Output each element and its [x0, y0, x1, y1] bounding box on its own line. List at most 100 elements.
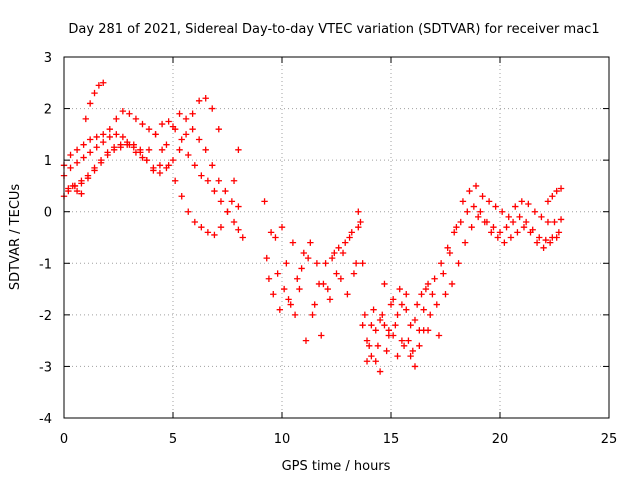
data-point-track-g [407, 321, 414, 329]
data-point-track-h [350, 270, 358, 277]
data-point-track-h [337, 275, 345, 282]
data-point-track-g [505, 213, 512, 221]
data-point-track-b [80, 154, 87, 161]
data-points [60, 79, 565, 375]
data-point-track-d [209, 105, 216, 112]
data-point-track-g [361, 311, 369, 319]
data-point-track-h [553, 234, 560, 241]
data-point-track-g [374, 342, 382, 349]
data-point-track-d [176, 146, 183, 154]
data-point-track-b [204, 177, 212, 184]
data-point-track-e [95, 82, 103, 89]
data-point-track-h [540, 244, 547, 252]
data-point-track-h [520, 223, 528, 231]
data-point-track-f [431, 275, 438, 282]
data-point-track-f [392, 321, 399, 329]
y-tick-label: 1 [44, 154, 52, 169]
data-point-track-g [276, 306, 284, 313]
data-point-track-b [235, 226, 242, 233]
data-point-track-f [333, 270, 340, 277]
x-tick-label: 20 [492, 432, 509, 447]
data-point-track-f [339, 249, 347, 257]
data-point-track-i [420, 306, 427, 313]
data-point-track-g [479, 193, 486, 200]
data-point-track-f [496, 229, 504, 236]
data-point-track-g [427, 311, 434, 319]
data-point-track-g [492, 203, 499, 210]
data-point-track-f [418, 291, 425, 298]
data-point-track-d [189, 110, 196, 117]
data-point-track-g [538, 213, 545, 221]
data-point-track-b [106, 133, 113, 141]
data-point-track-g [551, 218, 558, 226]
data-point-track-g [328, 254, 336, 262]
data-point-track-b [100, 138, 107, 146]
data-point-track-c [189, 126, 196, 133]
data-point-track-g [400, 342, 408, 349]
data-point-track-d [195, 97, 203, 105]
data-point-track-c [228, 198, 236, 205]
data-point-track-h [435, 332, 443, 339]
data-point-track-h [389, 332, 397, 339]
data-point-track-g [283, 260, 290, 267]
data-point-track-g [381, 321, 388, 329]
y-tick-label: -3 [39, 360, 52, 375]
data-point-track-i [394, 352, 401, 360]
y-tick-label: -1 [39, 257, 52, 272]
data-point-track-a [204, 229, 212, 236]
data-point-track-b [113, 131, 120, 138]
data-point-track-g [289, 239, 297, 246]
data-point-track-i [424, 327, 432, 334]
plot-frame [63, 56, 610, 419]
data-point-track-g [498, 208, 506, 215]
data-point-track-e [82, 115, 89, 123]
data-point-track-b [198, 172, 205, 179]
y-tick-label: -4 [39, 412, 52, 427]
data-point-track-c [163, 141, 170, 148]
data-point-track-i [385, 327, 393, 334]
data-point-track-d [78, 180, 85, 187]
data-point-track-a [73, 146, 81, 154]
data-point-track-a [191, 218, 198, 226]
data-point-track-g [453, 223, 460, 231]
x-tick-label: 10 [274, 432, 291, 447]
data-point-track-i [411, 363, 419, 370]
data-point-track-h [383, 347, 390, 355]
data-point-track-a [230, 177, 238, 184]
x-tick-label: 15 [383, 432, 400, 447]
data-point-track-b [224, 208, 231, 215]
data-point-track-i [403, 291, 410, 298]
data-point-track-h [285, 296, 292, 303]
data-point-track-a [86, 136, 94, 143]
data-point-track-c [156, 162, 164, 169]
data-point-track-h [324, 285, 331, 293]
y-tick-label: 0 [44, 206, 52, 221]
data-point-track-h [403, 306, 410, 313]
data-point-track-d [163, 164, 170, 172]
data-point-track-h [272, 234, 279, 241]
data-point-track-h [278, 223, 286, 231]
x-axis-label: GPS time / hours [282, 459, 391, 474]
x-tick-label: 0 [60, 432, 68, 447]
data-point-track-b [191, 162, 198, 169]
data-point-track-h [429, 291, 436, 298]
data-point-track-d [143, 156, 151, 164]
data-point-track-h [501, 239, 508, 246]
data-point-track-h [376, 316, 384, 324]
data-point-track-f [457, 218, 464, 226]
data-point-track-f [437, 260, 445, 267]
data-point-track-f [464, 208, 471, 215]
data-point-track-h [448, 280, 456, 288]
data-point-track-g [433, 301, 440, 308]
data-point-track-h [409, 347, 416, 355]
data-point-track-e [69, 182, 76, 190]
data-point-track-g [518, 198, 525, 205]
data-point-track-h [455, 260, 462, 267]
tick-labels: 0 5 10 15 20 25 -4 -3 -2 -1 0 1 2 3 [39, 51, 617, 447]
data-point-track-g [309, 311, 316, 319]
data-point-track-f [379, 311, 386, 319]
data-point-track-h [507, 234, 515, 241]
data-point-track-f [346, 234, 353, 241]
data-point-track-b [158, 120, 166, 128]
data-point-track-h [298, 265, 305, 272]
